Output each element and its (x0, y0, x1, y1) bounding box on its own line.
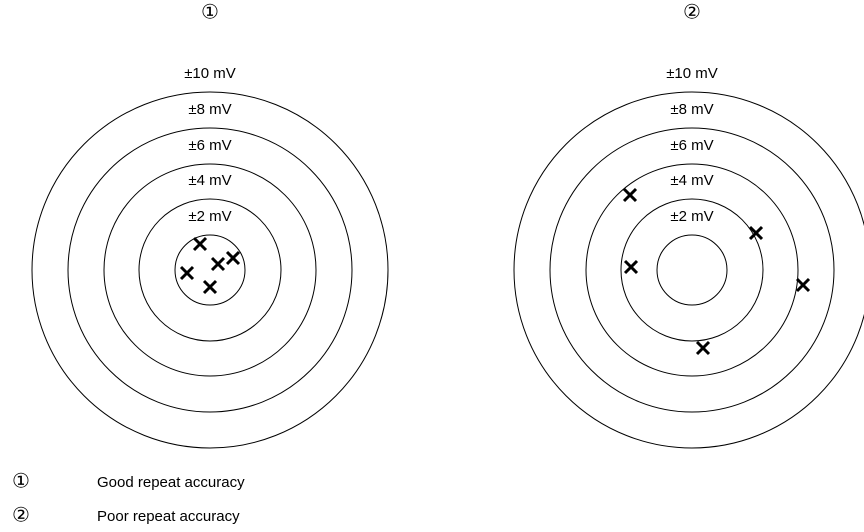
legend-marker: ② (12, 503, 30, 527)
ring-label: ±2 mV (670, 208, 713, 225)
ring (174, 234, 246, 306)
cross (210, 256, 226, 272)
ring (585, 163, 799, 377)
legend-marker: ① (12, 469, 30, 493)
ring-label: ±8 mV (188, 101, 231, 118)
cross (623, 259, 639, 275)
ring-label: ±2 mV (188, 208, 231, 225)
ring (138, 198, 282, 342)
ring-label: ±10 mV (666, 65, 718, 82)
ring-label: ±4 mV (188, 172, 231, 189)
legend-text: Poor repeat accuracy (97, 508, 240, 525)
target-marker: ① (201, 0, 219, 24)
ring (549, 127, 835, 413)
cross (202, 279, 218, 295)
target-poor: ② ±2 mV ±4 mV ±6 mV ±8 mV ±10 mV (513, 0, 864, 449)
ring (513, 91, 864, 449)
ring-label: ±10 mV (184, 65, 236, 82)
ring (620, 198, 764, 342)
cross (622, 187, 638, 203)
cross (192, 236, 208, 252)
ring (656, 234, 728, 306)
cross (795, 277, 811, 293)
ring-label: ±8 mV (670, 101, 713, 118)
ring-label: ±6 mV (188, 137, 231, 154)
legend-text: Good repeat accuracy (97, 474, 245, 491)
cross (695, 340, 711, 356)
ring-label: ±6 mV (670, 137, 713, 154)
ring (67, 127, 353, 413)
target-marker: ② (683, 0, 701, 24)
cross (225, 250, 241, 266)
ring-label: ±4 mV (670, 172, 713, 189)
ring (103, 163, 317, 377)
cross (748, 225, 764, 241)
ring (31, 91, 389, 449)
cross (179, 265, 195, 281)
target-good: ① ±2 mV ±4 mV ±6 mV ±8 mV ±10 mV (31, 0, 389, 449)
